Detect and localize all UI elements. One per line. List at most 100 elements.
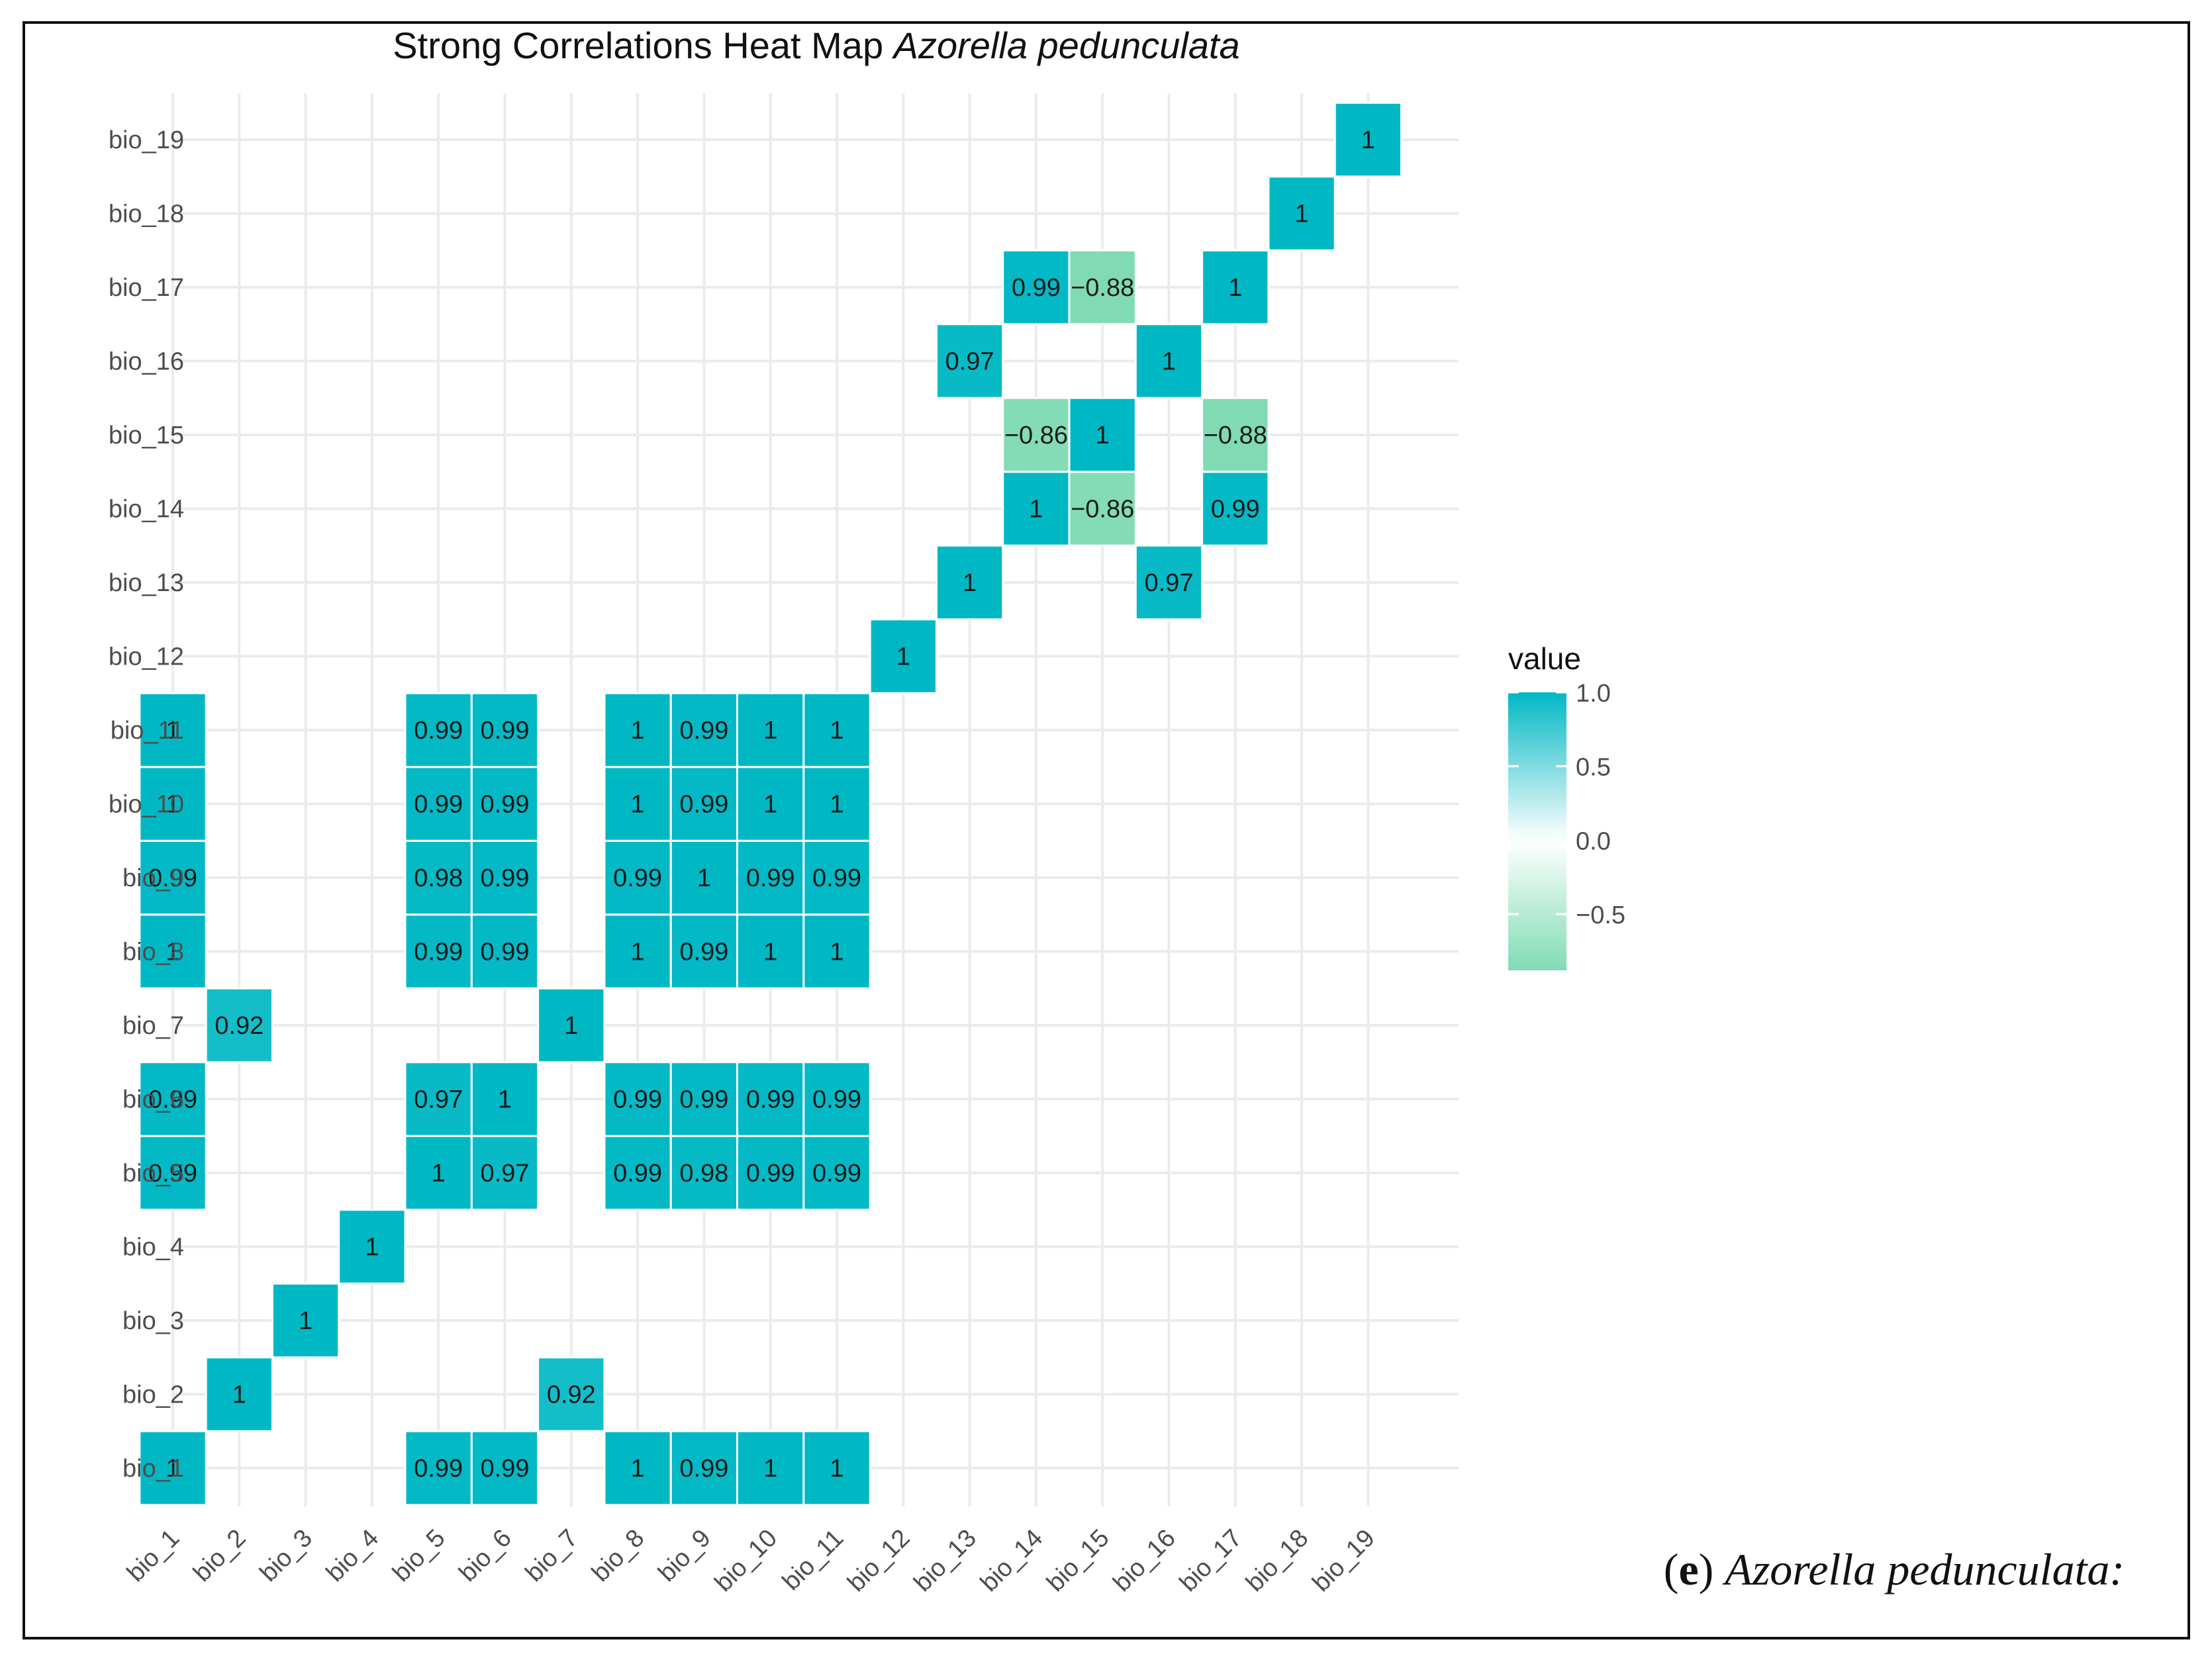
heatmap-tile — [603, 692, 672, 768]
heatmap-cell: 0.99 — [603, 1061, 672, 1137]
tile-layer: 1 0.99 0.99 1 0.99 1 1 1 0.92 1 1 0.99 1 0.97 0.99 0.98… — [138, 101, 1403, 1506]
x-tick-label: bio_10 — [710, 1524, 783, 1597]
y-tick-label: bio_4 — [122, 1234, 184, 1262]
heatmap-cell: 1 — [138, 913, 207, 990]
cell-label: 0.97 — [945, 348, 994, 376]
heatmap-cell: 0.99 — [669, 766, 739, 842]
heatmap-cell: 1 — [537, 987, 606, 1064]
cell-label: 1 — [365, 1234, 379, 1262]
legend-tick-label: 0.5 — [1576, 754, 1611, 782]
cell-label: 1 — [631, 717, 645, 745]
heatmap-tile — [1201, 249, 1270, 326]
cell-label: 0.99 — [613, 864, 662, 892]
heatmap-tile — [736, 1430, 805, 1506]
legend: value 1.0 0.5 0.0 −0.5 — [1508, 641, 1625, 970]
cell-label: 1 — [498, 1086, 512, 1114]
heatmap-cell: 0.99 — [802, 1061, 871, 1137]
heatmap-cell: 1 — [603, 1430, 672, 1506]
heatmap-cell: 0.92 — [205, 987, 273, 1064]
cell-label: 0.99 — [148, 1160, 197, 1187]
y-tick-label: bio_2 — [122, 1381, 184, 1409]
heatmap-tile — [736, 1061, 805, 1137]
cell-label: 1 — [631, 791, 645, 819]
cell-label: 1 — [763, 1455, 777, 1483]
cell-label: 1 — [631, 939, 645, 966]
heatmap-cell: 1 — [603, 913, 672, 990]
legend-tick-label: −0.5 — [1576, 901, 1625, 929]
heatmap-cell: 1 — [205, 1356, 273, 1432]
cell-label: 1 — [166, 1455, 179, 1483]
heatmap-tile — [1201, 471, 1270, 547]
cell-label: 0.99 — [812, 1160, 861, 1187]
cell-label: 0.99 — [148, 1086, 197, 1114]
heatmap-cell: 0.97 — [404, 1061, 473, 1137]
cell-label: 0.99 — [1012, 274, 1061, 302]
heatmap-cell: 1 — [138, 692, 207, 768]
y-tick-label: bio_7 — [122, 1012, 184, 1040]
heatmap-tile — [1068, 396, 1137, 473]
x-tick-label: bio_2 — [188, 1524, 251, 1587]
heatmap-tile — [935, 544, 1004, 621]
cell-label: 0.99 — [746, 1160, 795, 1187]
heatmap-cell: 0.99 — [603, 1134, 672, 1211]
y-tick-label: bio_3 — [122, 1307, 184, 1335]
cell-label: 0.98 — [679, 1160, 728, 1187]
heatmap-cell: 1 — [338, 1209, 407, 1285]
cell-label: −0.86 — [1004, 422, 1068, 449]
cell-label: 1 — [1361, 126, 1375, 154]
heatmap-cell: 0.99 — [669, 1061, 739, 1137]
heatmap-tile — [138, 1430, 207, 1506]
legend-tick-label: 1.0 — [1576, 680, 1611, 708]
heatmap-cell: 0.99 — [736, 1134, 805, 1211]
heatmap-tile — [1201, 396, 1270, 473]
heatmap-cell: 1 — [669, 839, 739, 916]
heatmap-tile — [1002, 396, 1071, 473]
heatmap-tile — [470, 1061, 540, 1137]
cell-label: 1 — [763, 939, 777, 966]
y-tick-label: bio_15 — [109, 422, 184, 449]
x-tick-label: bio_13 — [909, 1524, 982, 1597]
cell-label: 0.92 — [547, 1381, 596, 1409]
heatmap-tile — [470, 1430, 540, 1506]
y-tick-label: bio_6 — [122, 1086, 184, 1114]
cell-label: 0.99 — [148, 864, 197, 892]
cell-label: 0.99 — [414, 939, 463, 966]
grid-layer — [171, 93, 1459, 1506]
heatmap-cell: 1 — [802, 1430, 871, 1506]
y-tick-label: bio_5 — [122, 1160, 184, 1187]
heatmap-cell: 1 — [869, 618, 938, 694]
heatmap-cell: 0.99 — [404, 766, 473, 842]
cell-label: −0.86 — [1071, 496, 1134, 524]
cell-label: 0.99 — [481, 864, 530, 892]
heatmap-cell: 1 — [802, 692, 871, 768]
heatmap-cell: 0.99 — [138, 839, 207, 916]
heatmap-tile — [802, 913, 871, 990]
x-tick-label: bio_15 — [1041, 1524, 1114, 1597]
cell-label: 0.99 — [679, 939, 728, 966]
heatmap-tile — [138, 1061, 207, 1137]
heatmap-cell: 0.99 — [138, 1134, 207, 1211]
heatmap-cell: −0.88 — [1201, 396, 1270, 473]
y-tick-label: bio_17 — [109, 274, 184, 302]
heatmap-tile — [338, 1209, 407, 1285]
heatmap-tile — [1134, 323, 1204, 399]
x-tick-label: bio_4 — [321, 1524, 384, 1587]
cell-label: 1 — [763, 791, 777, 819]
heatmap-tile — [138, 692, 207, 768]
heatmap-tile — [802, 839, 871, 916]
heatmap-cell: 0.99 — [470, 913, 540, 990]
heatmap-tile — [138, 913, 207, 990]
heatmap-cell: 1 — [736, 692, 805, 768]
legend-tick-label: 0.0 — [1576, 827, 1611, 855]
y-tick-label: bio_10 — [109, 791, 184, 819]
heatmap-cell: 1 — [802, 766, 871, 842]
heatmap-tile — [470, 839, 540, 916]
heatmap-cell: 0.99 — [470, 766, 540, 842]
heatmap-tile — [603, 1061, 672, 1137]
heatmap-cell: 0.99 — [736, 1061, 805, 1137]
heatmap-cell: 1 — [1201, 249, 1270, 326]
legend-colorbar — [1508, 692, 1566, 970]
heatmap-tile — [138, 1134, 207, 1211]
heatmap-tile — [537, 987, 606, 1064]
heatmap-tile — [1002, 471, 1071, 547]
